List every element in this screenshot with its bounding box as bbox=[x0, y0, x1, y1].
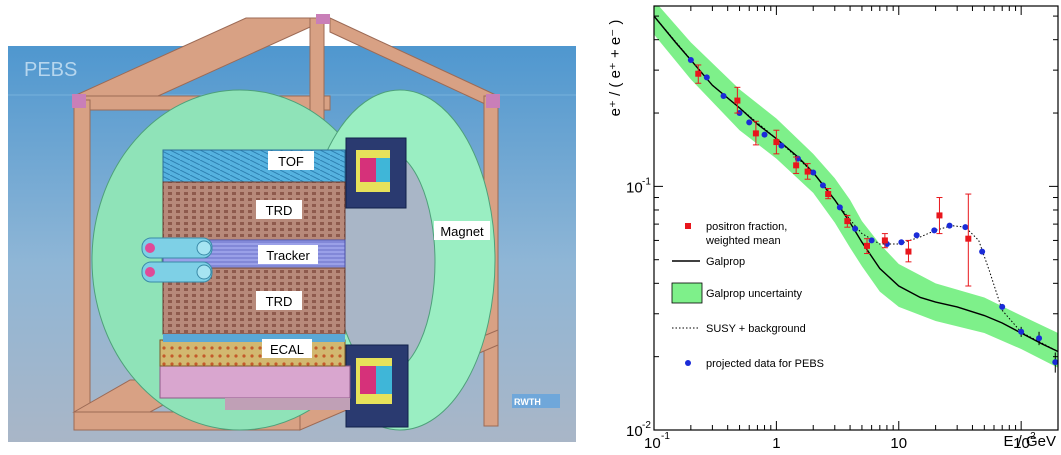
y-tick-exponent: -2 bbox=[642, 420, 651, 431]
positron-fraction-point bbox=[936, 212, 943, 219]
y-tick-label: 10 bbox=[626, 423, 643, 440]
magnet-coil-top bbox=[345, 137, 407, 209]
legend-label: SUSY + background bbox=[706, 323, 806, 335]
positron-fraction-point bbox=[965, 235, 972, 242]
legend-marker-positron bbox=[685, 223, 691, 229]
positron-fraction-point bbox=[863, 242, 870, 249]
x-axis-label: E / GeV bbox=[1003, 433, 1056, 450]
positron-fraction-point bbox=[773, 139, 780, 146]
x-tick-label: 10 bbox=[890, 435, 907, 450]
trd-top-label: TRD bbox=[266, 203, 293, 218]
detector-illustration: PEBS bbox=[8, 14, 576, 442]
x-tick-label: 10 bbox=[644, 435, 661, 450]
pebs-projected-point bbox=[999, 303, 1006, 310]
legend-label: Galprop uncertainty bbox=[706, 288, 802, 300]
pebs-projected-point bbox=[946, 222, 953, 229]
banner-divider bbox=[8, 94, 576, 96]
positron-fraction-point bbox=[804, 168, 811, 175]
magnet-label: Magnet bbox=[440, 224, 484, 239]
pebs-projected-point bbox=[1052, 359, 1058, 366]
ecal-label: ECAL bbox=[270, 342, 304, 357]
trd-top-label-box bbox=[256, 200, 302, 219]
frame-corner bbox=[486, 94, 500, 108]
pebs-projected-point bbox=[868, 237, 875, 244]
pebs-projected-point bbox=[931, 227, 938, 234]
positron-fraction-point bbox=[825, 191, 832, 198]
rwth-logo-text: RWTH bbox=[514, 397, 541, 407]
positron-fraction-point bbox=[905, 248, 912, 255]
legend-marker-pebs bbox=[685, 360, 691, 366]
trd-bottom-label-box bbox=[256, 291, 302, 310]
tof-label: TOF bbox=[278, 154, 304, 169]
legend-label: positron fraction, bbox=[706, 221, 787, 233]
pebs-banner-text: PEBS bbox=[24, 59, 77, 81]
pebs-projected-point bbox=[1036, 335, 1043, 342]
plot-frame bbox=[653, 5, 1059, 431]
pebs-projected-point bbox=[852, 225, 859, 232]
frame-corner bbox=[316, 14, 330, 24]
x-tick-label: 1 bbox=[772, 435, 780, 450]
legend-marker-band bbox=[671, 282, 703, 304]
susy-background-line bbox=[654, 15, 1058, 352]
pebs-projected-point bbox=[898, 239, 905, 246]
pebs-projected-point bbox=[720, 92, 727, 99]
pebs-projected-point bbox=[913, 232, 920, 239]
pebs-projected-point bbox=[746, 119, 753, 126]
x-tick-exponent: 2 bbox=[1030, 431, 1036, 442]
x-tick-exponent: -1 bbox=[661, 431, 670, 442]
magnet-coil-bottom bbox=[345, 344, 409, 428]
positron-fraction-point bbox=[695, 70, 702, 77]
tracker-label-box bbox=[258, 245, 318, 264]
tof-label-box bbox=[268, 151, 314, 170]
magnet-label-box bbox=[434, 221, 490, 240]
y-axis-label: e⁺ / ( e⁺ + e⁻ ) bbox=[607, 20, 624, 117]
pebs-projected-point bbox=[979, 248, 986, 255]
positron-fraction-point bbox=[844, 218, 851, 225]
y-tick-label: 10 bbox=[626, 179, 643, 196]
pebs-projected-point bbox=[836, 204, 843, 211]
x-tick-label: 10 bbox=[1013, 435, 1030, 450]
legend-label: projected data for PEBS bbox=[706, 358, 824, 370]
pebs-projected-point bbox=[810, 169, 817, 176]
pebs-projected-point bbox=[687, 57, 694, 64]
detector-svg: PEBS bbox=[8, 14, 576, 442]
positron-fraction-point bbox=[734, 97, 741, 104]
rwth-logo: RWTH bbox=[512, 394, 560, 408]
trd-bottom-label: TRD bbox=[266, 294, 293, 309]
tracker-tubes bbox=[141, 237, 213, 283]
pebs-projected-point bbox=[703, 74, 710, 81]
legend-label: Galprop bbox=[706, 256, 745, 268]
positron-fraction-point bbox=[793, 162, 800, 169]
galprop-uncertainty-band bbox=[654, 6, 1058, 368]
tracker-label: Tracker bbox=[266, 248, 310, 263]
y-tick-exponent: -1 bbox=[642, 176, 651, 187]
pebs-projected-point bbox=[819, 182, 826, 189]
positron-fraction-point bbox=[881, 237, 888, 244]
pebs-projected-point bbox=[962, 224, 969, 231]
pebs-projected-point bbox=[778, 142, 785, 149]
frame-corner bbox=[72, 94, 86, 108]
pebs-projected-point bbox=[761, 131, 768, 138]
positron-fraction-point bbox=[752, 130, 759, 137]
pebs-projected-point bbox=[1018, 328, 1025, 335]
positron-fraction-chart: 10 -1 1 10 10 2 10 -2 10 -1 E / GeV e⁺ / ( e⁺ + e⁻ … bbox=[580, 0, 1061, 452]
legend-label: weighted mean bbox=[705, 235, 781, 247]
ecal-label-box bbox=[262, 339, 312, 358]
